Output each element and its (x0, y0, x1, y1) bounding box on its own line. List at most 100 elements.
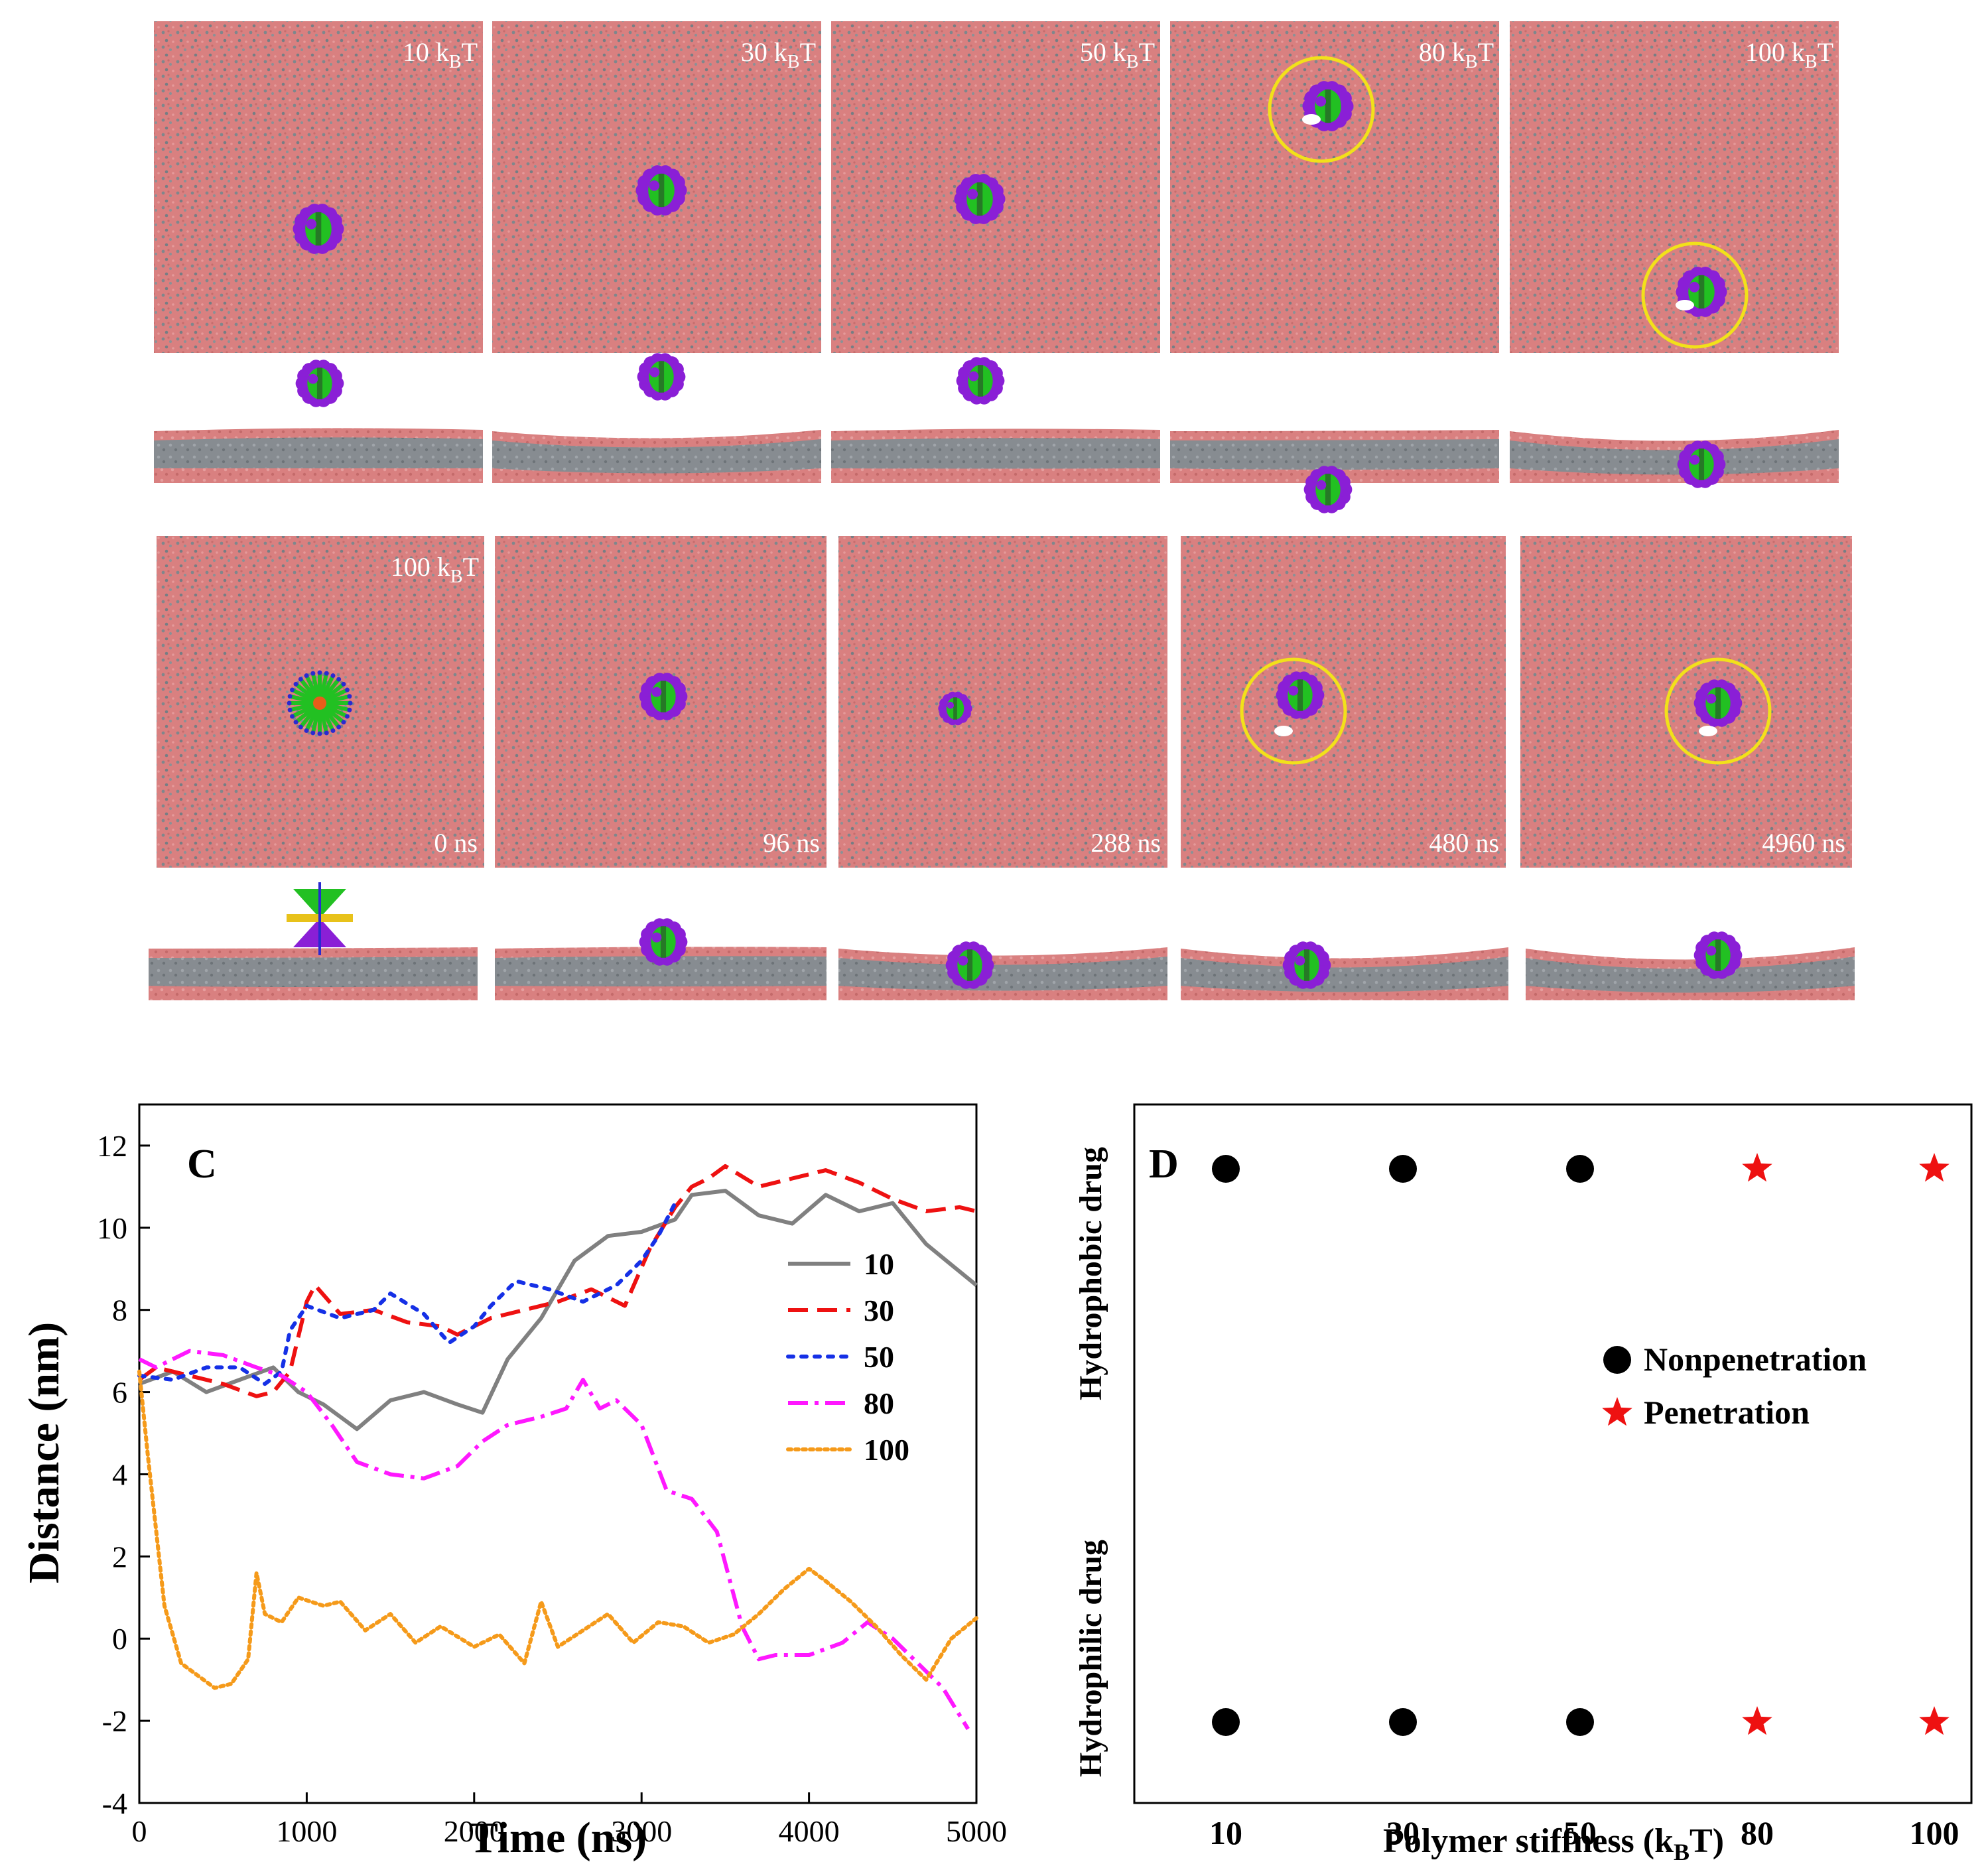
legend-label-penetration: Penetration (1644, 1394, 1810, 1431)
polymer-aggregate-side (1693, 931, 1743, 979)
panel-a-side-view (154, 428, 483, 483)
y-label-hydrophobic: Hydrophobic drug (1073, 1147, 1108, 1400)
marker-penetration (1742, 1153, 1772, 1182)
marker-nonpenetration (1566, 1155, 1594, 1183)
x-tick-label-d: 50 (1563, 1814, 1597, 1851)
polymer-aggregate (1676, 267, 1727, 317)
legend-label-50: 50 (864, 1340, 894, 1374)
x-tick-label-c: 0 (132, 1814, 147, 1848)
panel-a-side-view (831, 429, 1160, 483)
drug-particle (1302, 114, 1321, 125)
panel-d-label: D (1149, 1142, 1179, 1187)
panel-b-side-view (1181, 947, 1508, 1000)
highlight-circle (1641, 241, 1749, 349)
x-tick-label-c: 5000 (946, 1814, 1007, 1848)
y-axis-title-c: Distance (nm) (20, 1322, 68, 1583)
series-line-50 (137, 1201, 677, 1386)
highlight-circle (1664, 657, 1772, 765)
panel-a-stiffness-label: 100 kBT (1745, 37, 1833, 72)
panel-b-time-label: 480 ns (1429, 828, 1499, 858)
marker-nonpenetration (1566, 1708, 1594, 1736)
legend-label-80: 80 (864, 1386, 894, 1420)
polymer-aggregate (938, 691, 972, 726)
polymer-aggregate (635, 165, 687, 216)
panel-b-time-label: 0 ns (434, 828, 478, 858)
x-tick-label-c: 4000 (779, 1814, 840, 1848)
drug-particle (1699, 726, 1717, 736)
y-tick-label-c: 8 (112, 1294, 127, 1327)
x-axis-title-d: Polymer stiffness (kBT) (1383, 1822, 1724, 1865)
polymer-aggregate (1276, 671, 1325, 719)
y-tick-label-c: 10 (97, 1211, 127, 1245)
x-tick-label-d: 100 (1910, 1814, 1959, 1851)
panel-a-stiffness-label: 10 kBT (403, 37, 478, 72)
panel-a-side-view (492, 430, 821, 483)
polymer-aggregate-side (1303, 466, 1353, 513)
y-tick-label-c: -2 (102, 1704, 127, 1738)
polymer-aggregate-side (1677, 440, 1726, 488)
polymer-aggregate (639, 673, 688, 720)
panel-b-stiffness-label: 100 kBT (391, 552, 479, 587)
panel-a-top-view (1510, 21, 1839, 353)
polymer-aggregate-side (639, 918, 688, 966)
x-tick-label-d: 80 (1741, 1814, 1774, 1851)
polymer-aggregate (1302, 81, 1354, 131)
plot-area-c (138, 1103, 978, 1804)
x-tick-label-c: 1000 (276, 1814, 337, 1848)
panel-a-stiffness-label: 30 kBT (741, 37, 816, 72)
y-tick-label-c: 6 (112, 1376, 127, 1410)
legend-label-nonpenetration: Nonpenetration (1644, 1341, 1867, 1378)
series-line-30 (138, 1164, 977, 1398)
y-tick-label-c: -4 (102, 1786, 127, 1820)
panel-b-side-view (495, 947, 827, 1000)
polymer-aggregate-side (295, 360, 344, 407)
legend-marker-nonpenetration (1603, 1346, 1631, 1374)
polymer-aggregate (293, 204, 344, 254)
panel-a-top-view (1170, 21, 1499, 353)
panel-a-side-view (1510, 430, 1839, 483)
legend-marker-penetration (1602, 1397, 1632, 1426)
panel-b-side-view (149, 947, 478, 1000)
x-tick-label-d: 30 (1386, 1814, 1420, 1851)
x-tick-label-d: 10 (1209, 1814, 1242, 1851)
panel-b-top-view (1520, 536, 1852, 868)
polymer-aggregate-side (637, 353, 686, 401)
drug-particle (1274, 726, 1293, 736)
marker-nonpenetration (1389, 1155, 1417, 1183)
series-line-100 (137, 1369, 978, 1690)
marker-penetration (1742, 1706, 1772, 1735)
panel-a-stiffness-label: 50 kBT (1080, 37, 1155, 72)
panel-b-time-label: 288 ns (1091, 828, 1161, 858)
panel-b-top-view (838, 536, 1167, 868)
polymer-aggregate-side (1282, 941, 1331, 989)
panel-b-side-view (838, 947, 1167, 1000)
chart-distance-vs-time: 0 1000 2000 3000 4000 5000 -4 -2 0 2 4 6 8 10 12 10 30 5… (20, 1103, 1007, 1862)
series-line-80 (138, 1349, 970, 1731)
marker-nonpenetration (1212, 1708, 1240, 1736)
highlight-circle (1268, 56, 1375, 163)
legend-label-10: 10 (864, 1247, 894, 1281)
initial-polymer-side (287, 882, 353, 955)
marker-nonpenetration (1212, 1155, 1240, 1183)
x-axis-title-c: Time (ns) (469, 1814, 647, 1862)
y-tick-label-c: 2 (112, 1540, 127, 1573)
x-tick-label-c: 2000 (444, 1814, 505, 1848)
panel-a-stiffness-label: 80 kBT (1419, 37, 1494, 72)
drug-particle (1676, 300, 1694, 310)
panel-a-side-view (1170, 430, 1499, 483)
marker-nonpenetration (1389, 1708, 1417, 1736)
y-label-hydrophilic: Hydrophilic drug (1073, 1540, 1108, 1777)
highlight-circle (1240, 657, 1347, 765)
panel-b-side-view (1526, 947, 1855, 1000)
y-tick-label-c: 0 (112, 1622, 127, 1656)
marker-penetration (1919, 1706, 1950, 1735)
polymer-aggregate (1693, 679, 1743, 727)
panel-a-top-view (154, 21, 483, 353)
plot-area-d (1133, 1103, 1973, 1804)
x-tick-label-c: 3000 (611, 1814, 672, 1848)
polymer-aggregate-side (956, 357, 1005, 405)
marker-penetration (1919, 1153, 1950, 1182)
